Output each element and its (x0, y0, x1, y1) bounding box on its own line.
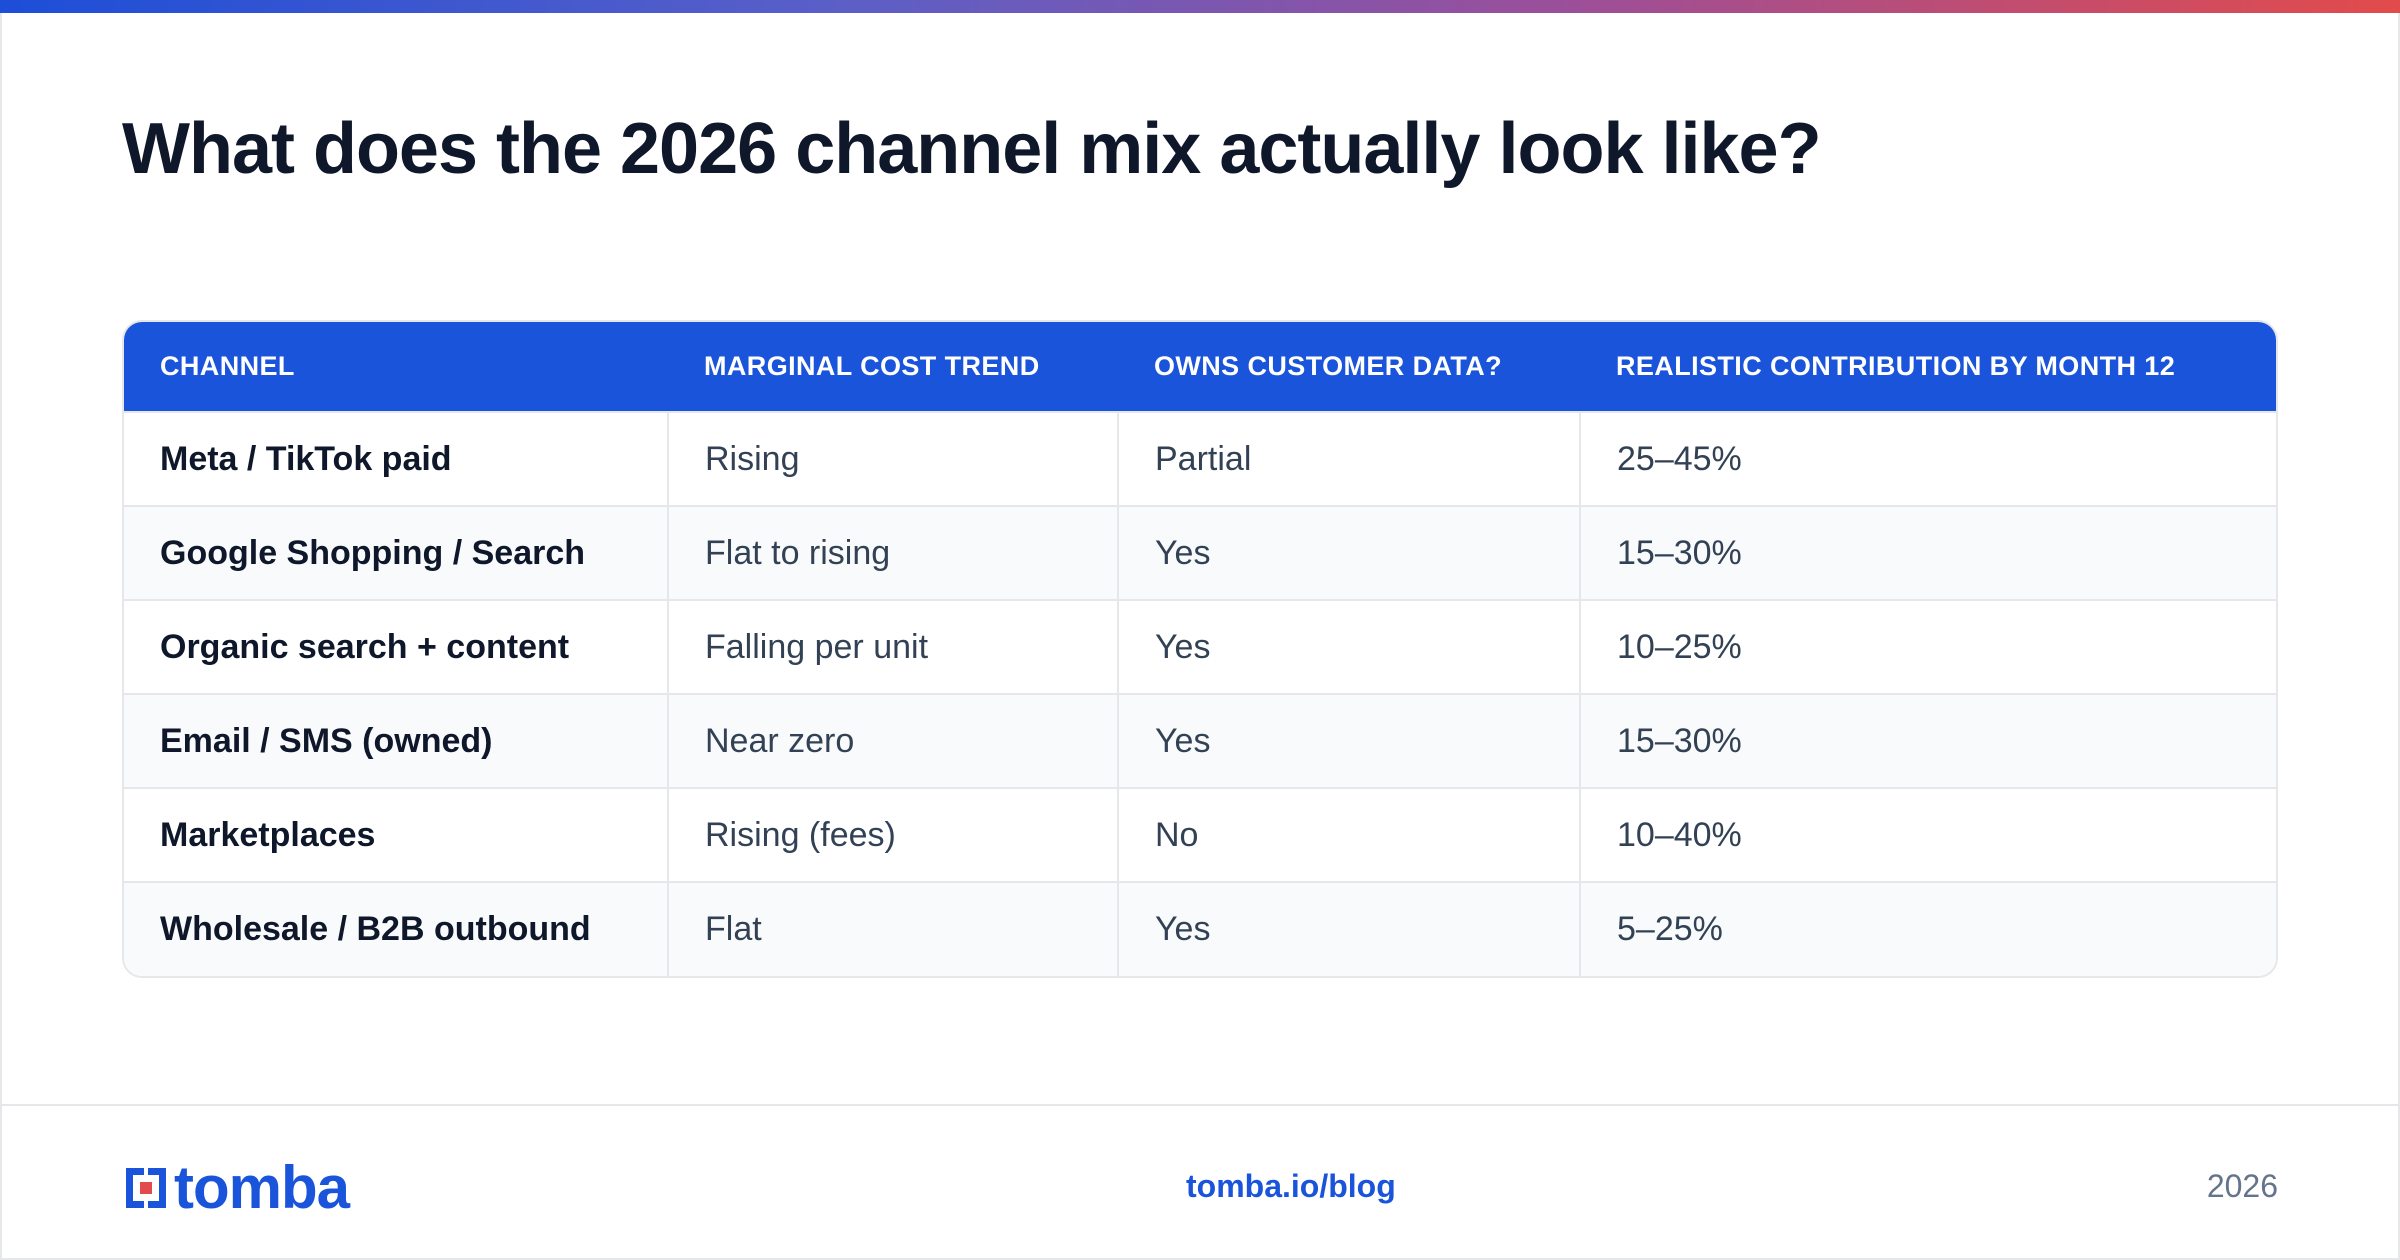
cell-owns-data: Yes (1117, 881, 1580, 976)
cell-channel: Wholesale / B2B outbound (124, 881, 668, 976)
footer: tomba tomba.io/blog 2026 (0, 1104, 2400, 1260)
cell-contribution: 10–25% (1579, 599, 2276, 694)
cell-contribution: 15–30% (1579, 505, 2276, 600)
table-row: Email / SMS (owned) Near zero Yes 15–30% (124, 693, 2276, 788)
page-title: What does the 2026 channel mix actually … (122, 109, 1822, 189)
tomba-logo-wordmark: tomba (174, 1154, 350, 1221)
cell-cost-trend: Rising (fees) (667, 787, 1118, 882)
table-row: Google Shopping / Search Flat to rising … (124, 505, 2276, 600)
channel-mix-table: CHANNEL MARGINAL COST TREND OWNS CUSTOME… (122, 320, 2278, 978)
cell-contribution: 10–40% (1579, 787, 2276, 882)
cell-channel: Marketplaces (124, 787, 668, 882)
cell-contribution: 15–30% (1579, 693, 2276, 788)
cell-cost-trend: Flat (667, 881, 1118, 976)
cell-contribution: 5–25% (1579, 881, 2276, 976)
cell-channel: Organic search + content (124, 599, 668, 694)
header-owns-customer-data: OWNS CUSTOMER DATA? (1154, 351, 1503, 381)
gradient-top-bar (0, 0, 2400, 13)
cell-owns-data: No (1117, 787, 1580, 882)
table-row: Wholesale / B2B outbound Flat Yes 5–25% (124, 881, 2276, 976)
blog-link[interactable]: tomba.io/blog (1186, 1168, 1396, 1204)
cell-cost-trend: Falling per unit (667, 599, 1118, 694)
header-contribution-month-12: REALISTIC CONTRIBUTION BY MONTH 12 (1616, 351, 2176, 381)
cell-owns-data: Yes (1117, 599, 1580, 694)
cell-cost-trend: Near zero (667, 693, 1118, 788)
header-channel: CHANNEL (160, 351, 295, 381)
tomba-logo-mark-icon (122, 1164, 170, 1212)
table-row: Organic search + content Falling per uni… (124, 599, 2276, 694)
cell-owns-data: Yes (1117, 505, 1580, 600)
table-row: Meta / TikTok paid Rising Partial 25–45% (124, 411, 2276, 506)
cell-channel: Email / SMS (owned) (124, 693, 668, 788)
tomba-logo[interactable]: tomba (122, 1154, 350, 1221)
cell-channel: Meta / TikTok paid (124, 411, 668, 506)
cell-cost-trend: Flat to rising (667, 505, 1118, 600)
cell-owns-data: Partial (1117, 411, 1580, 506)
cell-owns-data: Yes (1117, 693, 1580, 788)
cell-channel: Google Shopping / Search (124, 505, 668, 600)
table-header-row: CHANNEL MARGINAL COST TREND OWNS CUSTOME… (124, 322, 2276, 412)
table-row: Marketplaces Rising (fees) No 10–40% (124, 787, 2276, 882)
header-marginal-cost-trend: MARGINAL COST TREND (704, 351, 1040, 381)
footer-year: 2026 (2206, 1168, 2278, 1204)
cell-cost-trend: Rising (667, 411, 1118, 506)
cell-contribution: 25–45% (1579, 411, 2276, 506)
